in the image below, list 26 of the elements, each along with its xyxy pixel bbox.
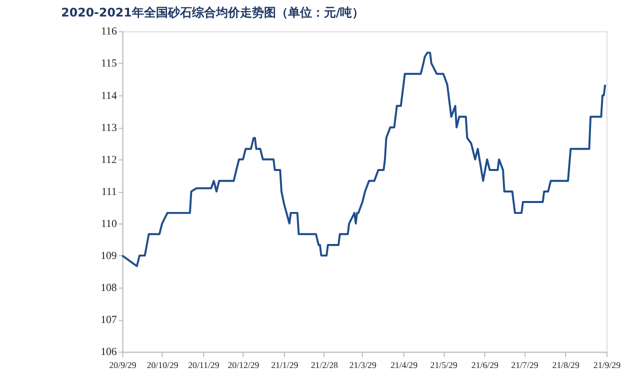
x-tick-label: 21/6/29 xyxy=(471,360,500,370)
y-tick-label: 114 xyxy=(101,90,118,102)
y-tick-label: 113 xyxy=(101,122,117,134)
x-tick-label: 21/1/29 xyxy=(271,360,299,370)
y-tick-label: 110 xyxy=(101,218,117,230)
x-tick-label: 20/9/29 xyxy=(109,360,137,370)
y-tick-label: 115 xyxy=(101,58,117,70)
y-tick-label: 107 xyxy=(100,314,118,326)
x-tick-label: 20/11/29 xyxy=(188,360,220,370)
line-series xyxy=(121,52,606,268)
x-tick-label: 21/4/29 xyxy=(390,360,418,370)
x-tick-label: 20/10/29 xyxy=(146,360,179,370)
y-tick-label: 109 xyxy=(100,250,117,262)
x-tick-label: 21/3/29 xyxy=(349,360,377,370)
y-tick-label: 106 xyxy=(100,346,118,358)
x-tick-label: 21/5/29 xyxy=(430,360,458,370)
y-tick-label: 116 xyxy=(101,26,118,38)
x-tick-label: 20/12/29 xyxy=(228,360,260,370)
x-tick-label: 21/2/28 xyxy=(310,360,339,370)
y-tick-label: 112 xyxy=(101,154,117,166)
x-tick-label: 21/8/29 xyxy=(552,360,580,370)
chart-title: 2020-2021年全国砂石综合均价走势图（单位：元/吨） xyxy=(61,5,364,20)
x-tick-label: 21/7/29 xyxy=(511,360,539,370)
y-tick-label: 108 xyxy=(100,282,117,294)
y-tick-label: 111 xyxy=(101,186,117,198)
x-tick-label: 21/9/29 xyxy=(593,360,622,370)
